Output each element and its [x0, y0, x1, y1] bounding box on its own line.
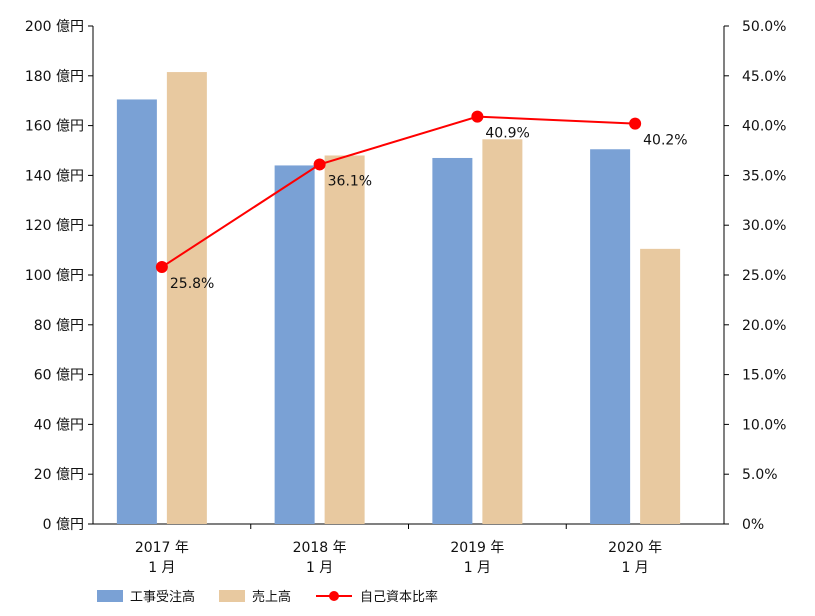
ratio-data-label-1: 25.8% — [170, 276, 214, 292]
right-tick-label: 15.0% — [742, 368, 786, 384]
left-tick-labels: 0 億円 20 億円 40 億円 60 億円 80 億円 100 億円 120 億円 140 … — [25, 19, 93, 533]
category-label: 2017 年 — [135, 540, 189, 556]
line-series: 25.8% 36.1% 40.9% 40.2% — [155, 110, 688, 292]
right-tick-label: 45.0% — [742, 69, 786, 85]
ratio-point-3 — [471, 110, 484, 123]
legend-swatch-bar-1 — [97, 590, 123, 602]
left-tick-label: 180 億円 — [25, 69, 84, 85]
category-label: 2018 年 — [293, 540, 347, 556]
ratio-point-2 — [313, 158, 326, 171]
ratio-point-4 — [629, 117, 642, 130]
legend: 工事受注高 売上高 自己資本比率 — [97, 589, 438, 605]
right-tick-labels: 0% 5.0% 10.0% 15.0% 20.0% 25.0% 30.0% 35.0% 40.0… — [724, 19, 786, 533]
bar-2-3 — [482, 139, 523, 525]
left-tick-label: 200 億円 — [25, 19, 84, 35]
right-tick-label: 30.0% — [742, 218, 786, 234]
bar-1-3 — [432, 157, 473, 524]
legend-label-2: 売上高 — [252, 589, 291, 605]
bar-2-2 — [324, 155, 365, 525]
category-label: 2019 年 — [450, 540, 504, 556]
legend-swatch-bar-2 — [219, 590, 245, 602]
category-labels: 2017 年 1 月 2018 年 1 月 2019 年 1 月 2020 年 1 月 — [135, 540, 662, 576]
right-tick-label: 20.0% — [742, 318, 786, 334]
left-tick-label: 140 億円 — [25, 168, 84, 184]
legend-swatch-marker — [329, 591, 339, 601]
ratio-data-label-3: 40.9% — [485, 126, 529, 142]
bar-2-4 — [640, 248, 681, 525]
right-tick-label: 40.0% — [742, 119, 786, 135]
bar-1-4 — [590, 149, 631, 524]
bar-2-1 — [166, 72, 207, 524]
left-tick-label: 160 億円 — [25, 119, 84, 135]
bar-1-2 — [274, 165, 315, 524]
bars — [116, 72, 681, 529]
ratio-data-label-4: 40.2% — [643, 133, 687, 149]
left-tick-label: 0 億円 — [43, 517, 84, 533]
category-label: 1 月 — [148, 560, 175, 576]
right-tick-label: 35.0% — [742, 168, 786, 184]
ratio-point-1 — [155, 261, 168, 274]
left-tick-label: 20 億円 — [34, 467, 84, 483]
legend-label-3: 自己資本比率 — [360, 589, 438, 605]
left-tick-label: 60 億円 — [34, 368, 84, 384]
right-tick-label: 10.0% — [742, 417, 786, 433]
right-tick-label: 50.0% — [742, 19, 786, 35]
bar-1-1 — [116, 99, 157, 524]
left-tick-label: 120 億円 — [25, 218, 84, 234]
category-label: 1 月 — [306, 560, 333, 576]
right-tick-label: 0% — [742, 517, 764, 533]
left-tick-label: 80 億円 — [34, 318, 84, 334]
left-tick-label: 40 億円 — [34, 417, 84, 433]
right-tick-label: 5.0% — [742, 467, 778, 483]
legend-label-1: 工事受注高 — [130, 589, 195, 605]
category-label: 1 月 — [464, 560, 491, 576]
ratio-data-label-2: 36.1% — [328, 173, 372, 189]
right-tick-label: 25.0% — [742, 268, 786, 284]
ratio-line — [161, 115, 636, 268]
left-tick-label: 100 億円 — [25, 268, 84, 284]
category-label: 1 月 — [621, 560, 648, 576]
category-label: 2020 年 — [608, 540, 662, 556]
